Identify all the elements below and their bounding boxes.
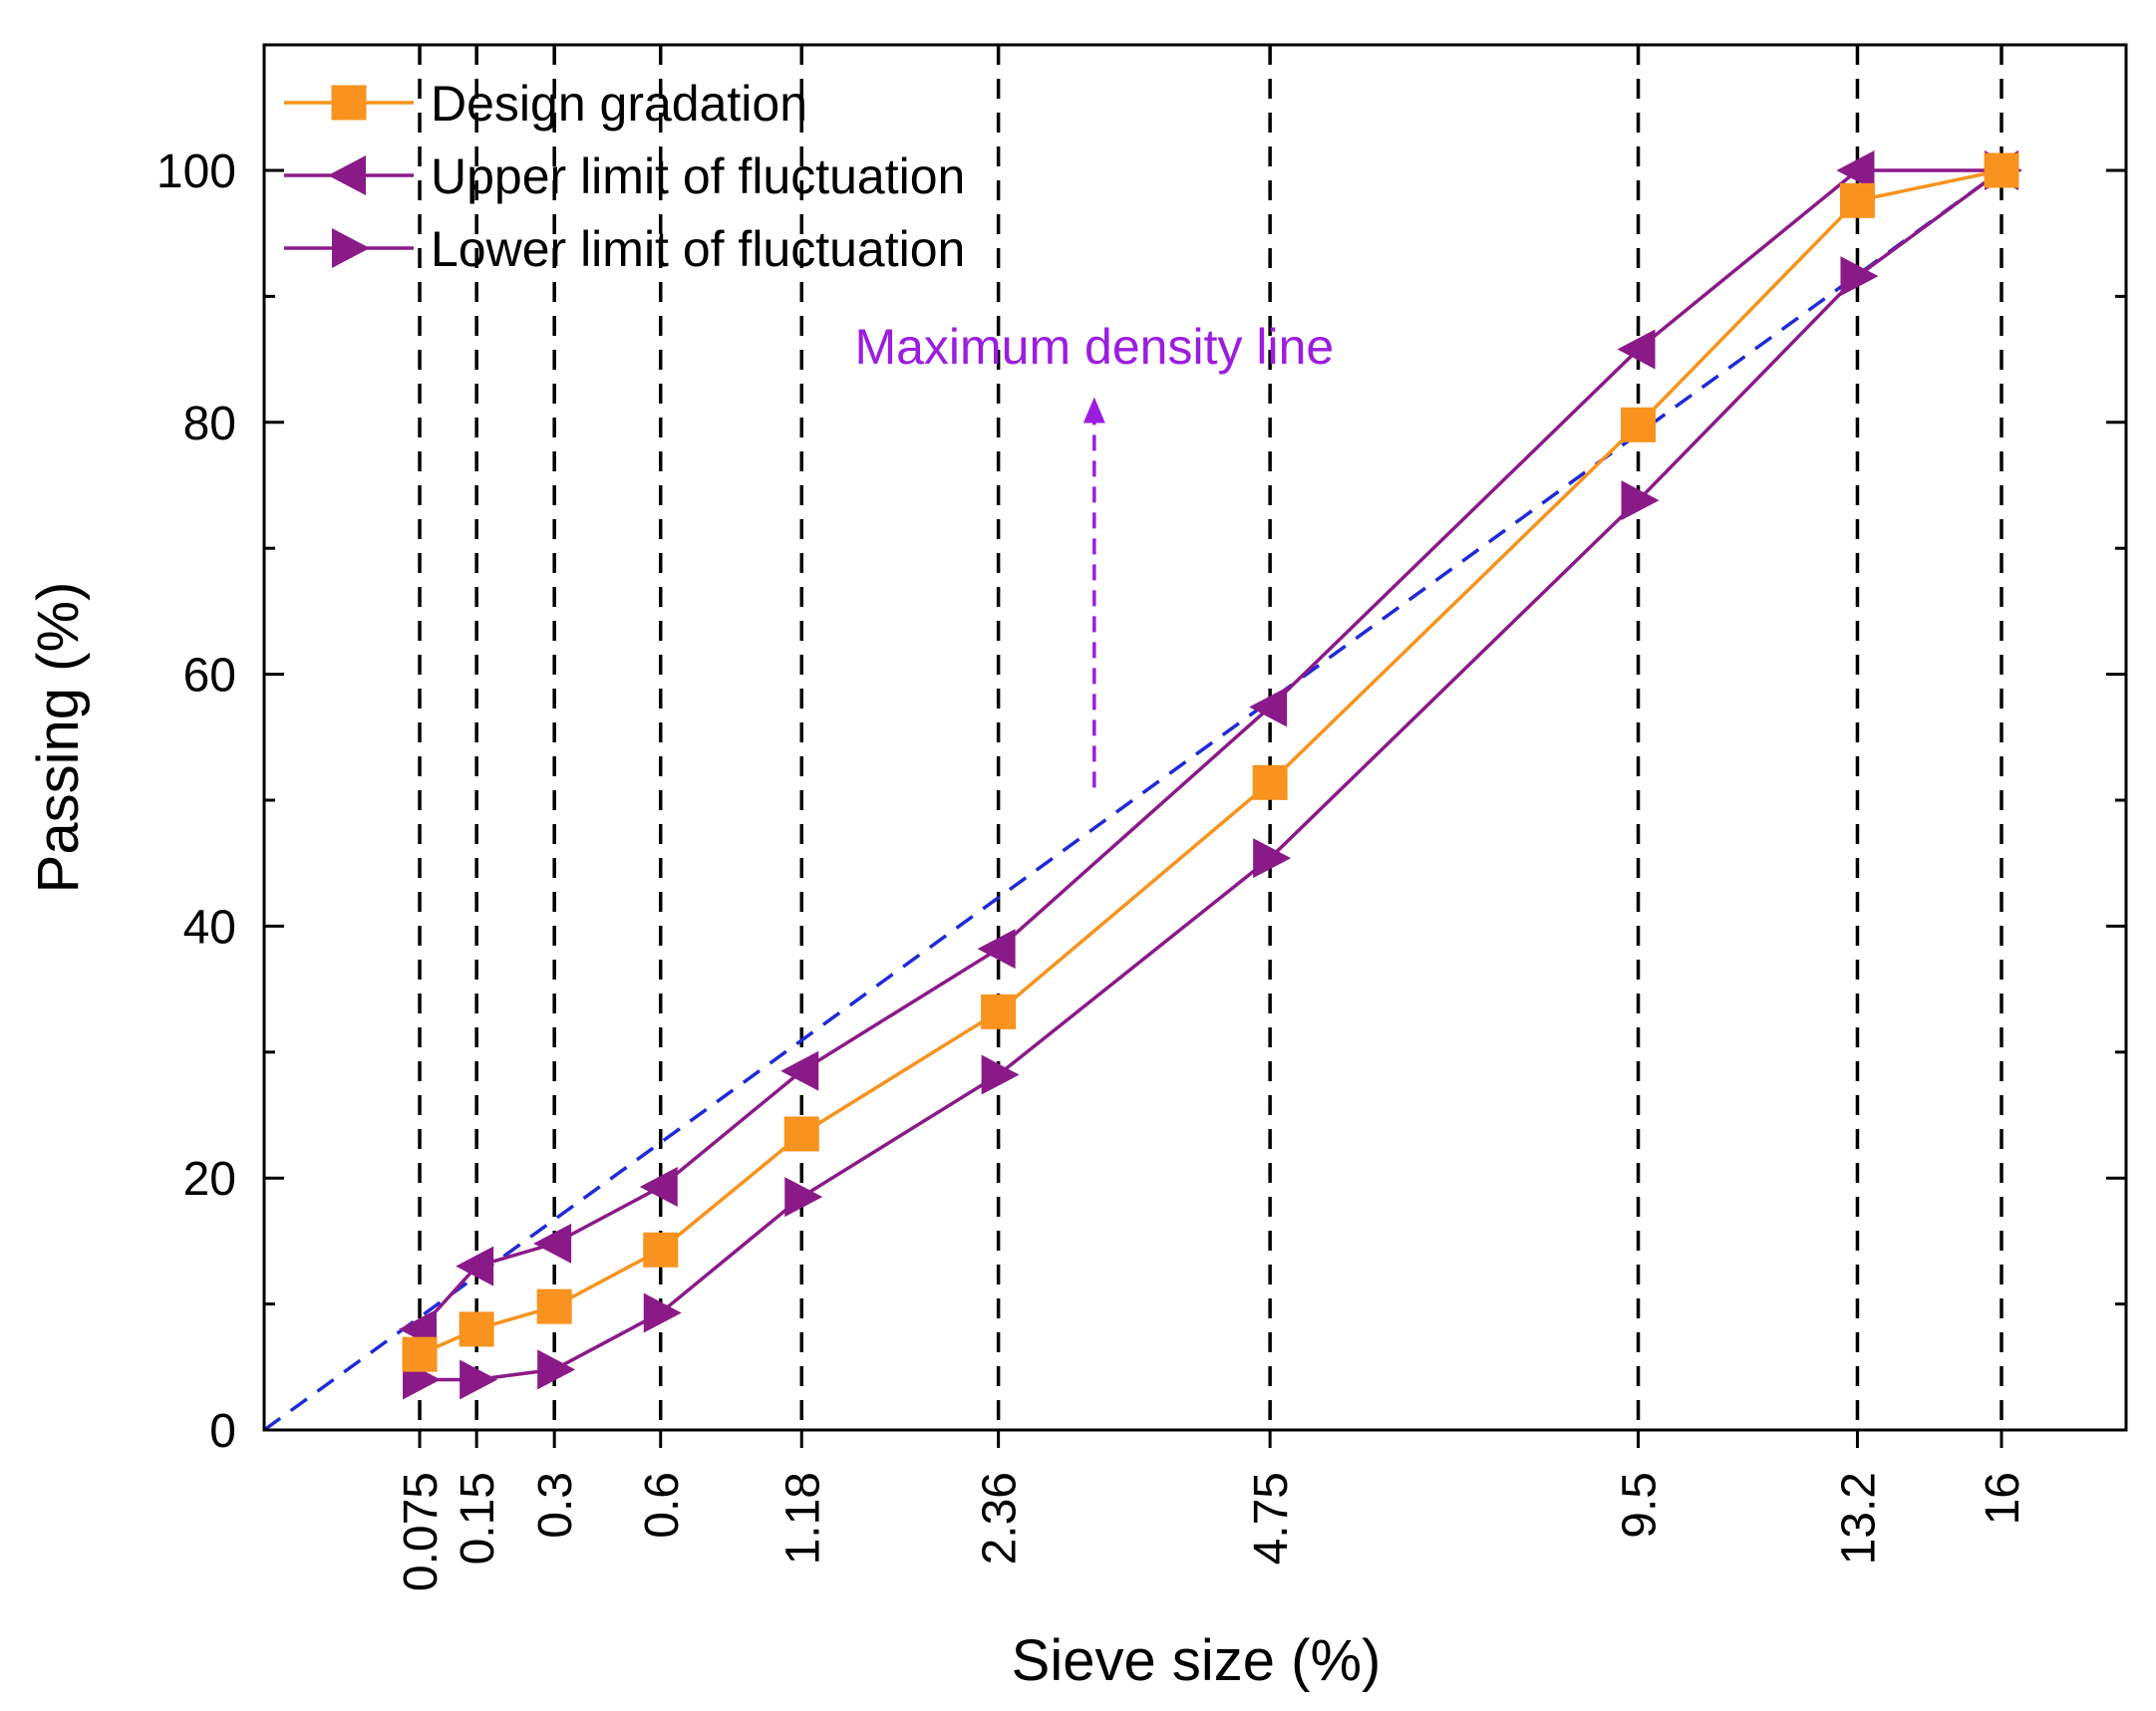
lower-limit-of-fluctuation-point-4.75	[1253, 838, 1292, 879]
x-axis-title: Sieve size (%)	[1012, 1628, 1382, 1693]
maximum-density-line-layer	[262, 168, 2003, 1432]
design-gradation-point-16	[1984, 152, 2019, 188]
design-gradation-point-2.36	[981, 994, 1017, 1029]
design-gradation-point-4.75	[1252, 764, 1288, 800]
legend-label-upper-limit-of-fluctuation: Upper limit of fluctuation	[431, 148, 965, 204]
x-tick-label-9.5: 9.5	[1614, 1472, 1667, 1539]
upper-limit-of-fluctuation-point-4.75	[1249, 687, 1288, 727]
y-tick-label-40: 40	[183, 901, 236, 954]
y-tick-label-20: 20	[183, 1153, 236, 1206]
legend-marker-lower-limit-of-fluctuation	[332, 228, 370, 268]
lower-limit-of-fluctuation-line	[420, 168, 2003, 1382]
x-axis: 0.075 0.15 0.3 0.6 1.18 2.36 4.75 9.5 13.2 16	[395, 1430, 2029, 1591]
y-tick-label-100: 100	[156, 145, 236, 198]
upper-limit-of-fluctuation-point-2.36	[977, 929, 1016, 970]
upper-limit-of-fluctuation-point-0.15	[456, 1246, 494, 1286]
design-gradation-point-0.075	[402, 1336, 438, 1372]
legend: Design gradation Upper limit of fluctuati…	[284, 76, 965, 277]
maximum-density-line	[262, 168, 2003, 1432]
y-tick-label-60: 60	[183, 650, 236, 703]
x-tick-label-4.75: 4.75	[1245, 1472, 1298, 1565]
annotation-maximum-density-line: Maximum density line	[854, 319, 1334, 375]
x-tick-label-13.2: 13.2	[1832, 1472, 1885, 1565]
design-gradation-point-13.2	[1839, 182, 1875, 218]
x-tick-label-1.18: 1.18	[776, 1472, 829, 1565]
lower-limit-of-fluctuation-point-1.18	[784, 1177, 823, 1218]
y-axis: 0 20 40 60 80 100	[156, 145, 2126, 1458]
x-tick-label-0.15: 0.15	[452, 1472, 504, 1565]
annotation-layer: Maximum density line	[854, 319, 1334, 788]
lower-limit-of-fluctuation-point-0.15	[460, 1359, 498, 1400]
design-gradation-point-0.6	[643, 1232, 679, 1268]
design-gradation-point-1.18	[783, 1116, 819, 1152]
legend-marker-upper-limit-of-fluctuation	[328, 155, 366, 195]
lower-limit-of-fluctuation-point-9.5	[1621, 480, 1660, 521]
upper-limit-of-fluctuation-point-9.5	[1617, 329, 1656, 370]
series-layer	[399, 150, 2022, 1400]
lower-limit-of-fluctuation-point-0.6	[643, 1292, 682, 1333]
legend-label-design-gradation: Design gradation	[431, 76, 807, 132]
lower-limit-of-fluctuation-point-0.3	[537, 1349, 576, 1390]
x-tick-label-0.6: 0.6	[636, 1472, 689, 1539]
legend-marker-design-gradation	[331, 85, 367, 121]
upper-limit-of-fluctuation-point-0.3	[533, 1223, 572, 1264]
lower-limit-of-fluctuation-point-13.2	[1840, 256, 1879, 297]
legend-label-lower-limit-of-fluctuation: Lower limit of fluctuation	[431, 221, 965, 277]
upper-limit-of-fluctuation-point-13.2	[1836, 150, 1875, 190]
design-gradation-line	[419, 168, 2002, 1356]
design-gradation-point-0.3	[536, 1288, 572, 1324]
plot-frame	[262, 43, 2128, 1432]
x-tick-label-0.075: 0.075	[395, 1472, 448, 1591]
y-tick-label-0: 0	[209, 1405, 236, 1458]
x-tick-label-16: 16	[1977, 1472, 2029, 1525]
x-tick-label-2.36: 2.36	[974, 1472, 1027, 1565]
upper-limit-of-fluctuation-point-0.6	[639, 1167, 678, 1208]
y-tick-label-80: 80	[183, 398, 236, 450]
design-gradation-point-9.5	[1621, 407, 1657, 442]
y-axis-title: Passing (%)	[26, 582, 91, 894]
annotation-arrow-head	[1082, 397, 1105, 424]
lower-limit-of-fluctuation-point-2.36	[981, 1054, 1020, 1095]
upper-limit-of-fluctuation-line	[418, 168, 2002, 1331]
x-tick-label-0.3: 0.3	[529, 1472, 582, 1539]
upper-limit-of-fluctuation-point-1.18	[780, 1050, 819, 1091]
design-gradation-point-0.15	[459, 1311, 494, 1347]
